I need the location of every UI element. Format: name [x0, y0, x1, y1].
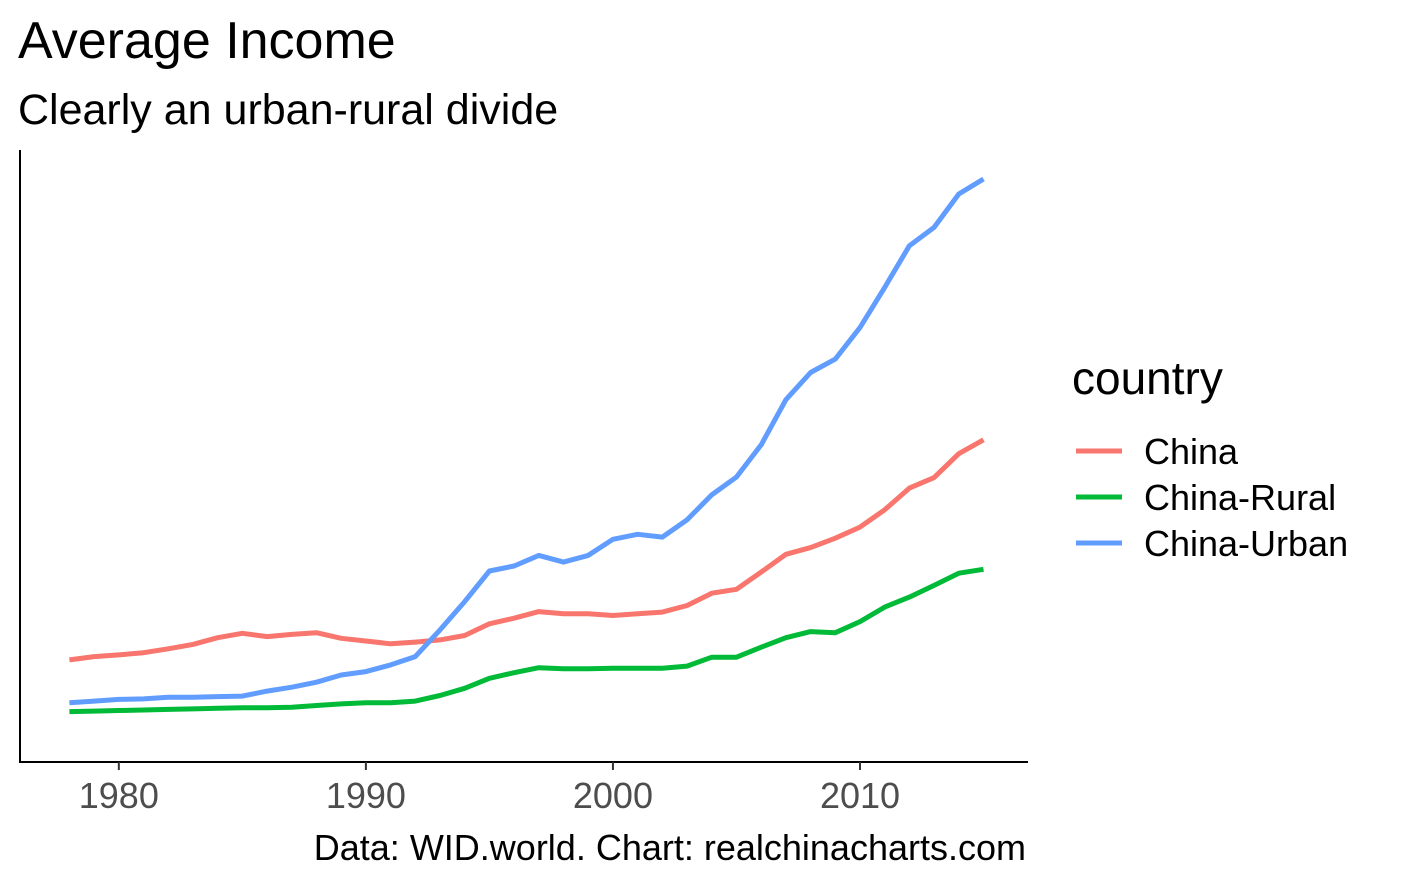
series-line-china-urban	[69, 176, 985, 706]
x-tick-label: 1980	[79, 775, 159, 816]
x-tick-label: 2000	[573, 775, 653, 816]
chart-title: Average Income	[18, 12, 396, 70]
x-tick-label: 2010	[820, 775, 900, 816]
x-axis-ticks: 1980 1990 2000 2010	[79, 762, 900, 816]
chart-caption: Data: WID.world. Chart: realchinacharts.…	[314, 827, 1026, 868]
legend-title: country	[1072, 352, 1223, 404]
legend-items: China China-Rural China-Urban	[1076, 431, 1348, 564]
x-tick-label: 1990	[326, 775, 406, 816]
chart-subtitle: Clearly an urban-rural divide	[18, 86, 558, 134]
legend-label: China-Urban	[1144, 523, 1348, 564]
series-line-china	[69, 437, 985, 663]
legend-label: China-Rural	[1144, 477, 1336, 518]
legend-label: China	[1144, 431, 1239, 472]
series-line-china-rural	[69, 566, 984, 715]
legend: country China China-Rural China-Urban	[1072, 352, 1348, 564]
series-lines	[69, 176, 985, 715]
